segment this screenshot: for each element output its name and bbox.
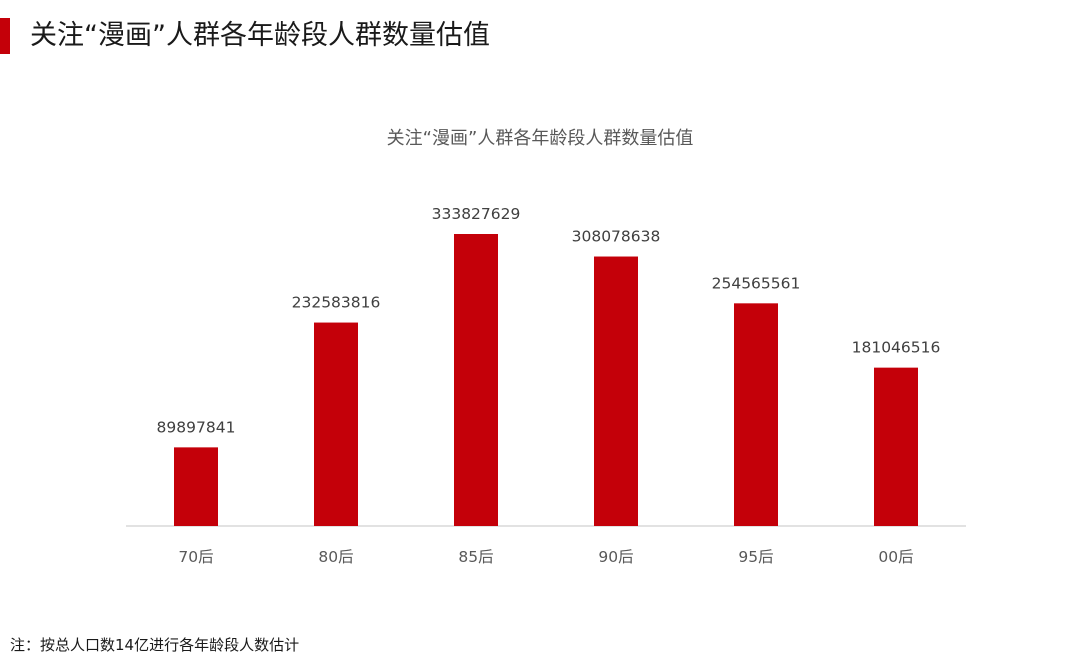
data-labels-group: 89897841 232583816 333827629 308078638 25456…	[157, 205, 941, 436]
data-label-0: 89897841	[157, 418, 236, 436]
x-tick-label-4: 95后	[738, 548, 773, 566]
data-label-3: 308078638	[572, 228, 661, 246]
page-title: 关注“漫画”人群各年龄段人群数量估值	[30, 20, 490, 51]
bars-group	[174, 234, 918, 526]
bar-1	[314, 322, 358, 526]
title-accent-bar	[0, 18, 10, 54]
x-tick-label-3: 90后	[598, 548, 633, 566]
chart-title: 关注“漫画”人群各年龄段人群数量估值	[386, 128, 694, 149]
bar-4	[734, 303, 778, 526]
data-label-2: 333827629	[432, 205, 521, 223]
x-tick-label-5: 00后	[878, 548, 913, 566]
x-tick-labels-group: 70后 80后 85后 90后 95后 00后	[178, 548, 913, 566]
bar-3	[594, 256, 638, 526]
data-label-5: 181046516	[852, 339, 941, 357]
bar-0	[174, 447, 218, 526]
x-tick-label-1: 80后	[318, 548, 353, 566]
bar-2	[454, 234, 498, 526]
x-tick-label-2: 85后	[458, 548, 493, 566]
bar-5	[874, 367, 918, 526]
x-tick-label-0: 70后	[178, 548, 213, 566]
data-label-4: 254565561	[712, 274, 801, 292]
data-label-1: 232583816	[292, 294, 381, 312]
footnote: 注：按总人口数14亿进行各年龄段人数估计	[10, 636, 300, 654]
